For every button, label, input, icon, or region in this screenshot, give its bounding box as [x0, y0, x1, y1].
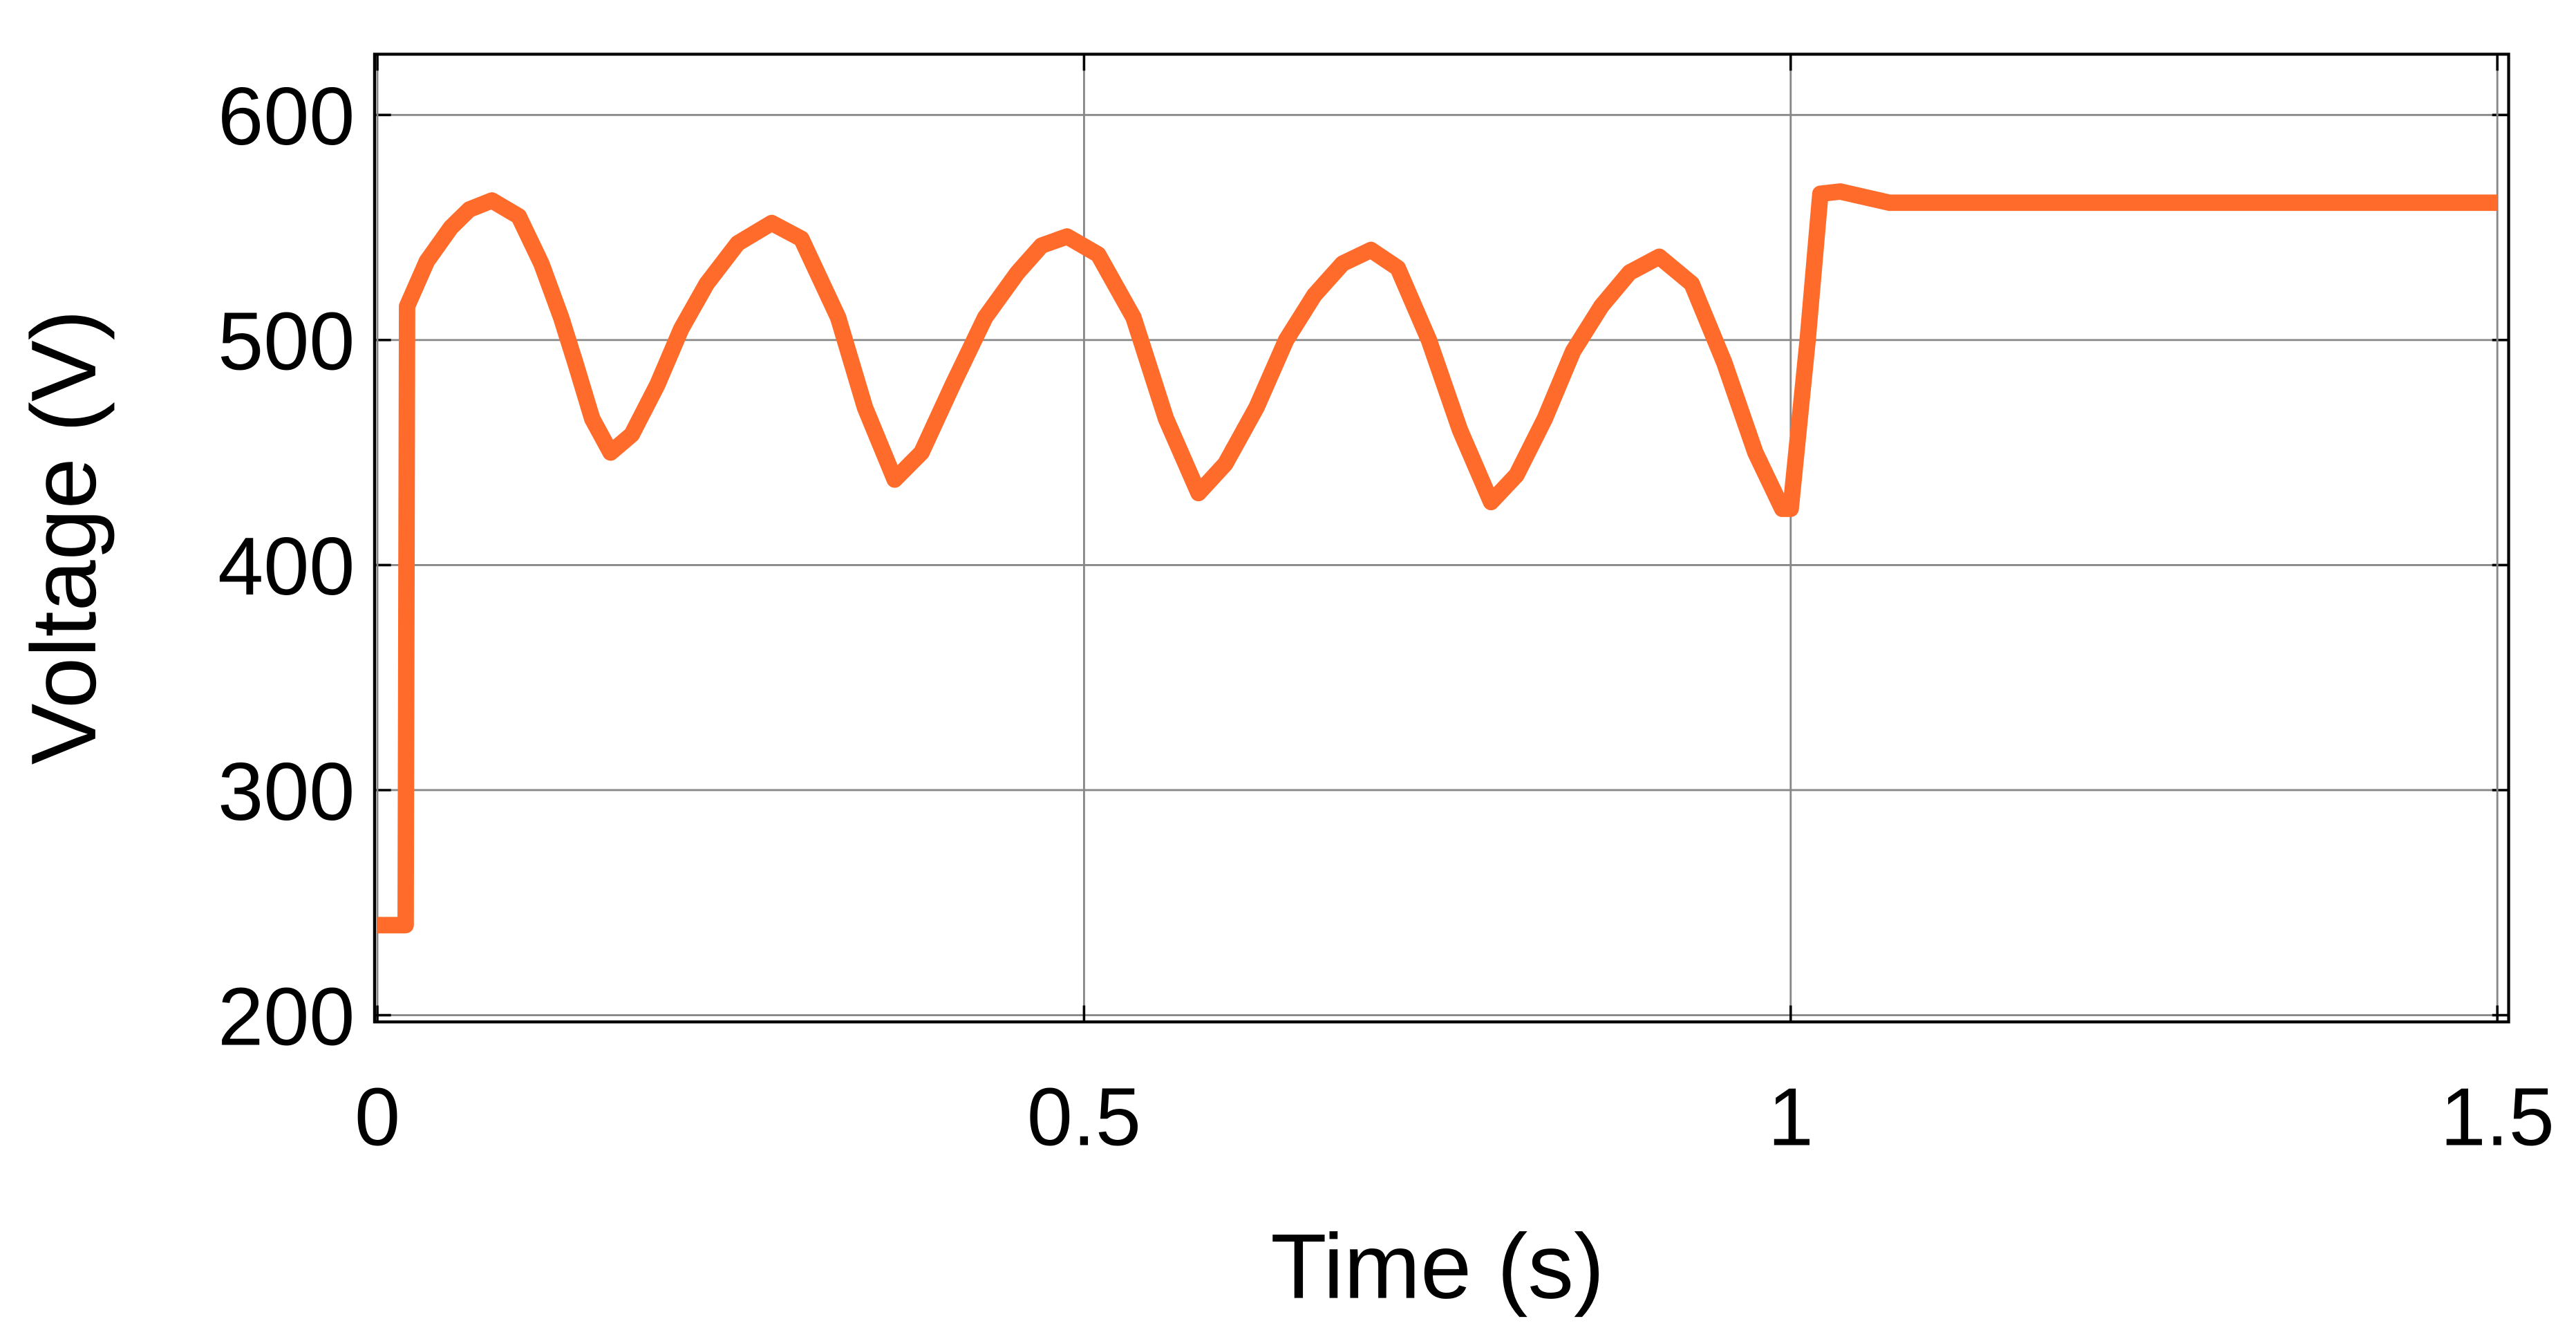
x-tick-label: 0.5: [1027, 1071, 1141, 1163]
y-tick-label: 300: [218, 746, 355, 838]
x-tick-label: 0: [355, 1071, 400, 1163]
x-tick-label: 1.5: [2441, 1071, 2555, 1163]
plot-frame: [373, 53, 2510, 1024]
data-line: [377, 183, 2498, 934]
y-axis-title: Voltage (V): [13, 310, 115, 765]
y-tick-label: 600: [218, 71, 355, 162]
x-tick-label: 1: [1768, 1071, 1814, 1163]
y-tick-label: 200: [218, 971, 355, 1062]
y-tick-label: 400: [218, 521, 355, 612]
x-axis-title: Time (s): [1270, 1216, 1604, 1318]
y-tick-label: 500: [218, 296, 355, 388]
